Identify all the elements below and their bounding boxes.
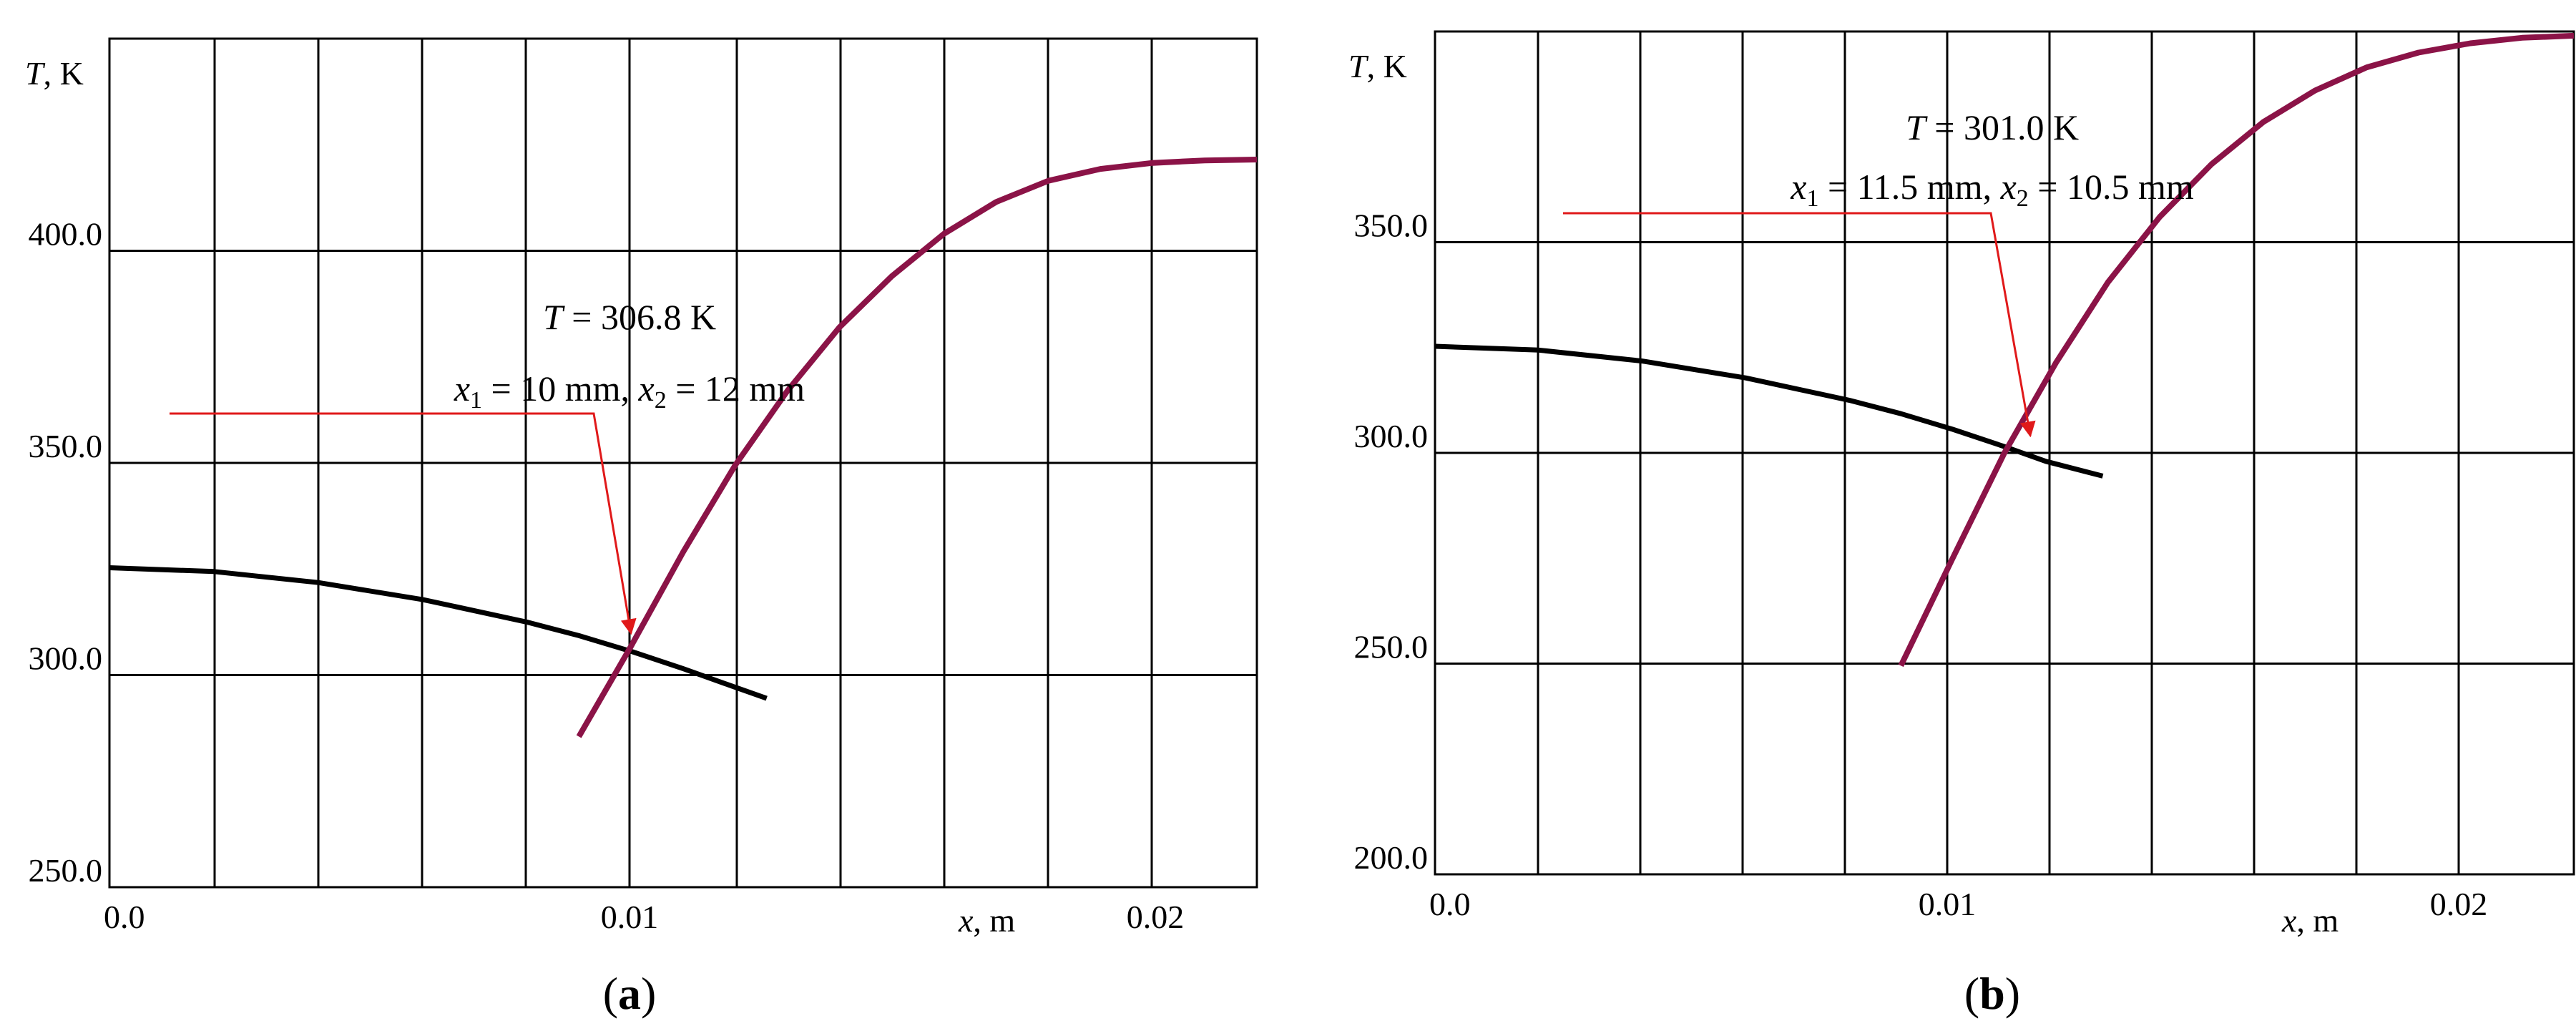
x-tick-labels: 0.0 0.01 0.02 xyxy=(104,899,1184,935)
annotation-temperature: T = 301.0 K xyxy=(1906,107,2079,147)
y-tick-label: 250.0 xyxy=(29,852,103,889)
plot-frame xyxy=(1434,30,2575,876)
y-tick-label: 350.0 xyxy=(29,428,103,464)
annotation-arrow xyxy=(170,412,637,635)
series-line-crimson xyxy=(1898,32,2575,668)
panel-caption: (b) xyxy=(1964,968,2020,1019)
x-tick-label: 0.02 xyxy=(2430,886,2488,922)
y-tick-label: 350.0 xyxy=(1354,207,1429,244)
x-tick-label: 0.0 xyxy=(1429,886,1471,922)
series-line-crimson xyxy=(576,157,1258,738)
x-tick-label: 0.0 xyxy=(104,899,145,935)
x-tick-label: 0.01 xyxy=(601,899,659,935)
x-tick-label: 0.02 xyxy=(1127,899,1185,935)
series-line-black xyxy=(109,565,768,701)
y-tick-label: 400.0 xyxy=(29,216,103,253)
x-tick-labels: 0.0 0.01 0.02 xyxy=(1429,886,2487,922)
y-tick-label: 300.0 xyxy=(29,640,103,677)
annotation-temperature: T = 306.8 K xyxy=(543,297,716,337)
series-lines xyxy=(1434,32,2575,668)
grid-lines xyxy=(109,39,1257,889)
series-lines xyxy=(109,157,1258,738)
chart-panel-b: 200.0 250.0 300.0 350.0 0.0 0.01 0.02 T = 301… xyxy=(1348,30,2575,1019)
panel-caption: (a) xyxy=(603,968,657,1019)
x-axis-label: x, m xyxy=(2281,902,2339,939)
intersection-annotation: T = 306.8 K x1 = 10 mm, x2 = 12 mm xyxy=(170,297,805,635)
series-line-black xyxy=(1434,343,2104,479)
intersection-annotation: T = 301.0 K x1 = 11.5 mm, x2 = 10.5 mm xyxy=(1563,107,2194,438)
chart-panel-a: 250.0 300.0 350.0 400.0 0.0 0.01 0.02 T = 306… xyxy=(25,37,1258,1019)
y-tick-label: 200.0 xyxy=(1354,839,1429,876)
x-axis-label: x, m xyxy=(958,902,1015,939)
annotation-positions: x1 = 10 mm, x2 = 12 mm xyxy=(454,368,805,414)
x-tick-label: 0.01 xyxy=(1919,886,1977,922)
annotation-arrow xyxy=(1563,212,2036,438)
y-axis-label: T, K xyxy=(25,55,84,92)
annotation-positions: x1 = 11.5 mm, x2 = 10.5 mm xyxy=(1790,167,2194,212)
y-tick-label: 250.0 xyxy=(1354,629,1429,665)
plot-frame xyxy=(108,37,1258,889)
y-tick-labels: 250.0 300.0 350.0 400.0 xyxy=(29,216,103,889)
y-axis-label: T, K xyxy=(1348,48,1407,84)
y-tick-labels: 200.0 250.0 300.0 350.0 xyxy=(1354,207,1429,876)
y-tick-label: 300.0 xyxy=(1354,418,1429,454)
